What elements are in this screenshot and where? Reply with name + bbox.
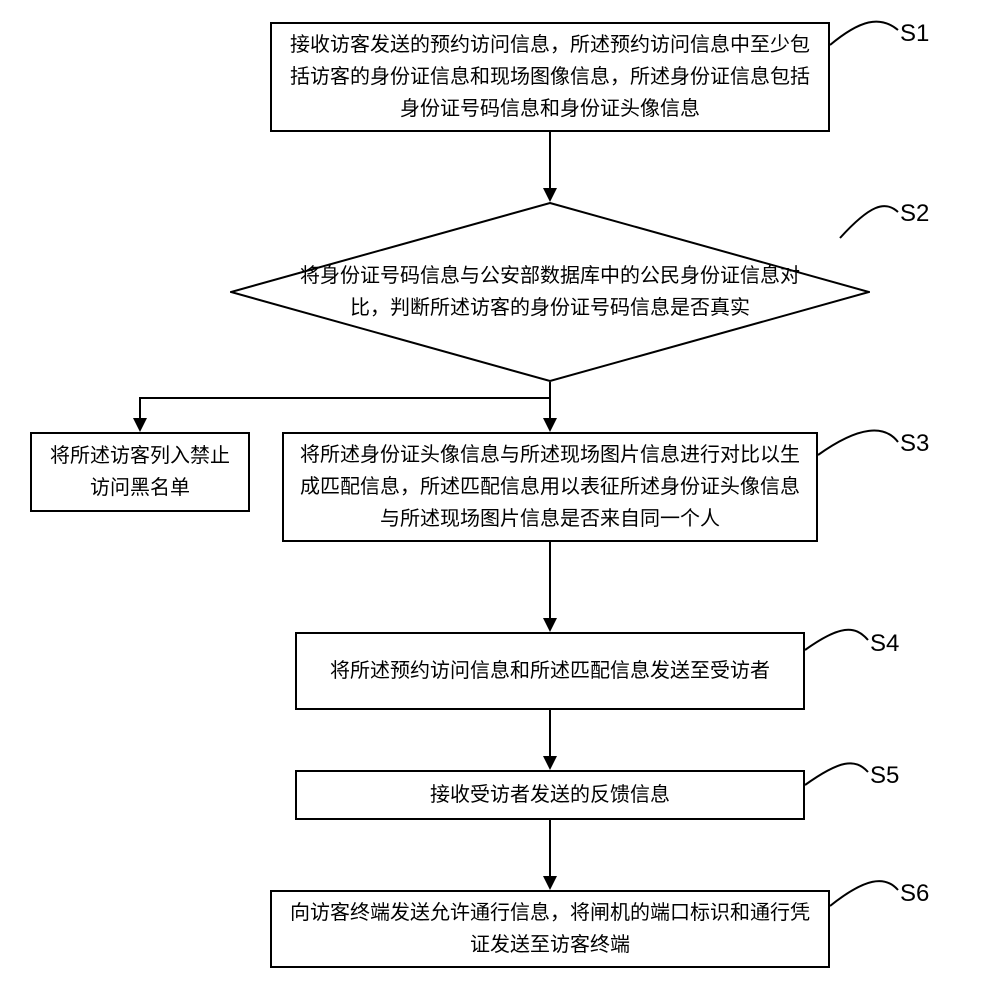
- edge-s4-s5: [549, 710, 551, 758]
- node-s4: 将所述预约访问信息和所述匹配信息发送至受访者: [295, 632, 805, 710]
- edge-s3-s4: [549, 542, 551, 620]
- node-s3: 将所述身份证头像信息与所述现场图片信息进行对比以生成匹配信息，所述匹配信息用以表…: [282, 432, 818, 542]
- node-blacklist-text: 将所述访客列入禁止访问黑名单: [46, 440, 234, 504]
- label-s5: S5: [870, 762, 899, 790]
- flowchart-canvas: 接收访客发送的预约访问信息，所述预约访问信息中至少包括访客的身份证信息和现场图像…: [0, 0, 991, 1000]
- node-s5: 接收受访者发送的反馈信息: [295, 770, 805, 820]
- node-s1: 接收访客发送的预约访问信息，所述预约访问信息中至少包括访客的身份证信息和现场图像…: [270, 22, 830, 132]
- node-s5-text: 接收受访者发送的反馈信息: [430, 779, 670, 811]
- edge-s3-s4-head: [543, 618, 557, 632]
- label-s6: S6: [900, 880, 929, 908]
- edge-s2-stub: [549, 382, 551, 399]
- node-s1-text: 接收访客发送的预约访问信息，所述预约访问信息中至少包括访客的身份证信息和现场图像…: [286, 29, 814, 125]
- edge-s2-bl-h: [140, 397, 550, 399]
- edge-s2-bl-head: [133, 418, 147, 432]
- node-blacklist: 将所述访客列入禁止访问黑名单: [30, 432, 250, 512]
- node-s6-text: 向访客终端发送允许通行信息，将闸机的端口标识和通行凭证发送至访客终端: [286, 897, 814, 961]
- label-s3: S3: [900, 430, 929, 458]
- node-s6: 向访客终端发送允许通行信息，将闸机的端口标识和通行凭证发送至访客终端: [270, 890, 830, 968]
- label-s2: S2: [900, 200, 929, 228]
- edge-s1-s2-head: [543, 188, 557, 202]
- node-s3-text: 将所述身份证头像信息与所述现场图片信息进行对比以生成匹配信息，所述匹配信息用以表…: [298, 439, 802, 535]
- node-s2: 将身份证号码信息与公安部数据库中的公民身份证信息对比，判断所述访客的身份证号码信…: [230, 202, 870, 382]
- node-s2-text: 将身份证号码信息与公安部数据库中的公民身份证信息对比，判断所述访客的身份证号码信…: [290, 260, 810, 324]
- edge-s1-s2: [549, 132, 551, 190]
- edge-s2-bl-v: [139, 397, 141, 420]
- edge-s2-s3-head: [543, 418, 557, 432]
- label-s1: S1: [900, 20, 929, 48]
- edge-s5-s6: [549, 820, 551, 878]
- label-s4: S4: [870, 630, 899, 658]
- edge-s5-s6-head: [543, 876, 557, 890]
- node-s4-text: 将所述预约访问信息和所述匹配信息发送至受访者: [330, 655, 770, 687]
- edge-s4-s5-head: [543, 756, 557, 770]
